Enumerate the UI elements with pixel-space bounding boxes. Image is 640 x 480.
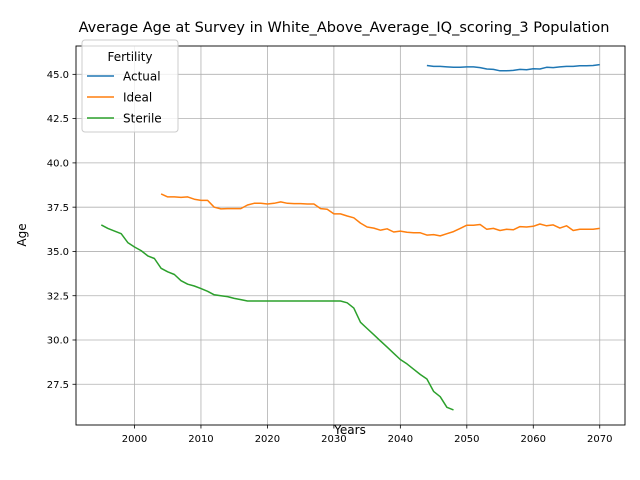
y-tick-label: 35.0 bbox=[47, 247, 69, 258]
legend-label-actual: Actual bbox=[123, 69, 161, 83]
series-line-ideal bbox=[160, 193, 600, 237]
y-tick-label: 37.5 bbox=[47, 203, 69, 214]
series-line-actual bbox=[426, 63, 600, 72]
y-tick-label: 45.0 bbox=[47, 70, 69, 81]
y-axis-label: Age bbox=[15, 223, 29, 246]
x-tick-label: 2030 bbox=[321, 434, 346, 445]
chart-title: Average Age at Survey in White_Above_Ave… bbox=[79, 20, 610, 36]
x-tick-label: 2040 bbox=[388, 434, 413, 445]
gridlines bbox=[76, 46, 625, 425]
y-tick-label: 30.0 bbox=[47, 336, 69, 347]
legend-label-ideal: Ideal bbox=[123, 90, 152, 104]
legend-box bbox=[81, 39, 179, 133]
legend-label-sterile: Sterile bbox=[123, 111, 162, 125]
legend-title: Fertility bbox=[107, 50, 152, 64]
x-tick-label: 2050 bbox=[454, 434, 479, 445]
data-series bbox=[100, 63, 600, 411]
plot-area-border bbox=[75, 45, 626, 426]
legend: Fertility Actual Ideal Sterile bbox=[81, 39, 179, 133]
x-axis-label: Years bbox=[333, 423, 366, 437]
y-tick-label: 40.0 bbox=[47, 158, 69, 169]
y-tick-label: 32.5 bbox=[47, 291, 69, 302]
x-tick-label: 2010 bbox=[188, 434, 213, 445]
x-tick-label: 2020 bbox=[255, 434, 280, 445]
y-tick-label: 27.5 bbox=[47, 380, 69, 391]
series-line-sterile bbox=[100, 224, 454, 411]
x-tick-label: 2000 bbox=[122, 434, 147, 445]
x-tick-label: 2070 bbox=[587, 434, 612, 445]
y-tick-label: 42.5 bbox=[47, 114, 69, 125]
x-tick-label: 2060 bbox=[521, 434, 546, 445]
axis-ticks: 2000 2010 2020 2030 2040 2050 2060 2070 27.5 30.0… bbox=[47, 70, 613, 445]
